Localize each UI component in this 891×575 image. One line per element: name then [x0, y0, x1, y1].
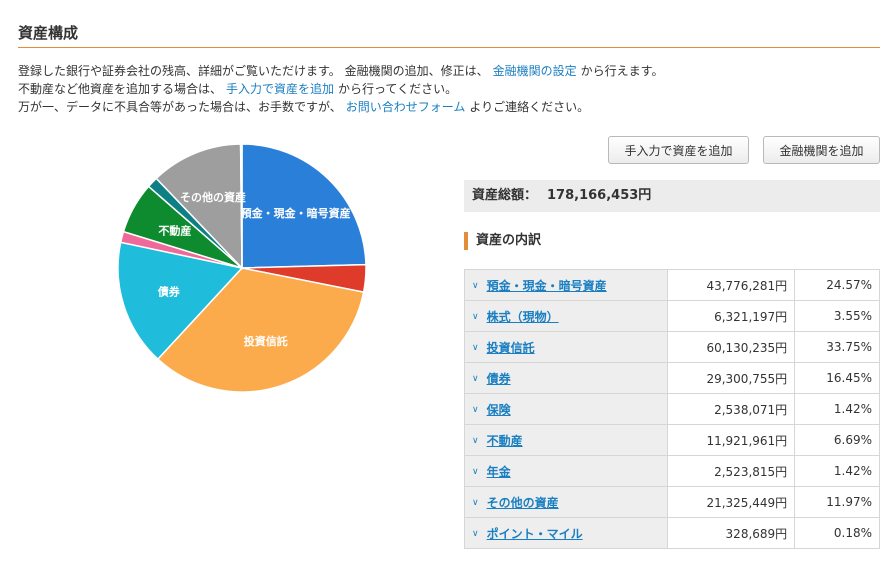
intro-line-3-suffix: よりご連絡ください。 — [469, 100, 590, 114]
breakdown-table: ∨ 預金・現金・暗号資産 43,776,281円 24.57% ∨ 株式（現物） 6,321… — [464, 269, 880, 549]
asset-pie-chart: 預金・現金・暗号資産 投資信託 債券 不動産 その他の資産 — [110, 136, 375, 401]
pie-slice-label: その他の資産 — [180, 190, 246, 204]
category-link[interactable]: 債券 — [486, 371, 511, 386]
amount-cell: 60,130,235円 — [666, 331, 796, 363]
category-link[interactable]: 年金 — [486, 464, 511, 479]
category-cell: ∨ 預金・現金・暗号資産 — [464, 269, 668, 301]
category-cell: ∨ 株式（現物） — [464, 300, 668, 332]
breakdown-title: 資産の内訳 — [464, 232, 541, 250]
manual-asset-link[interactable]: 手入力で資産を追加 — [226, 82, 335, 96]
category-cell: ∨ 不動産 — [464, 424, 668, 456]
pie-slice — [155, 143, 243, 270]
intro-line-1-suffix: から行えます。 — [580, 64, 664, 78]
table-row: ∨ 不動産 11,921,961円 6.69% — [464, 424, 880, 456]
percent-cell: 3.55% — [794, 300, 880, 332]
pie-slice-label: 債券 — [157, 284, 181, 298]
percent-cell: 1.42% — [794, 393, 880, 425]
pie-slice — [117, 241, 244, 361]
category-link[interactable]: その他の資産 — [486, 495, 559, 510]
category-link[interactable]: 不動産 — [486, 433, 523, 448]
percent-cell: 33.75% — [794, 331, 880, 363]
category-link[interactable]: 株式（現物） — [486, 309, 559, 324]
category-cell: ∨ その他の資産 — [464, 486, 668, 518]
table-row: ∨ 債券 29,300,755円 16.45% — [464, 362, 880, 394]
percent-cell: 11.97% — [794, 486, 880, 518]
intro-line-1-text: 登録した銀行や証券会社の残高、詳細がご覧いただけます。 金融機関の追加、修正は、 — [18, 64, 489, 78]
total-assets-box: 資産総額： 178,166,453円 — [464, 180, 880, 212]
chevron-down-icon[interactable]: ∨ — [472, 498, 479, 508]
intro-line-3: 万が一、データに不具合等があった場合は、お手数ですが、 お問い合わせフォーム よりご… — [18, 98, 663, 116]
institution-settings-link[interactable]: 金融機関の設定 — [492, 64, 577, 78]
contact-form-link[interactable]: お問い合わせフォーム — [345, 100, 466, 114]
percent-cell: 24.57% — [794, 269, 880, 301]
pie-slice-label: 投資信託 — [244, 334, 288, 348]
amount-cell: 6,321,197円 — [666, 300, 796, 332]
category-link[interactable]: 投資信託 — [486, 340, 535, 355]
intro-line-3-text: 万が一、データに不具合等があった場合は、お手数ですが、 — [18, 100, 342, 114]
intro-line-2: 不動産など他資産を追加する場合は、 手入力で資産を追加 から行ってください。 — [18, 80, 663, 98]
percent-cell: 0.18% — [794, 517, 880, 549]
table-row: ∨ その他の資産 21,325,449円 11.97% — [464, 486, 880, 518]
table-row: ∨ ポイント・マイル 328,689円 0.18% — [464, 517, 880, 549]
chevron-down-icon[interactable]: ∨ — [472, 467, 479, 477]
chevron-down-icon[interactable]: ∨ — [472, 343, 479, 353]
category-cell: ∨ 保険 — [464, 393, 668, 425]
intro-line-2-suffix: から行ってください。 — [338, 82, 458, 96]
total-assets-label: 資産総額： — [472, 188, 538, 203]
pie-slice — [239, 143, 243, 269]
amount-cell: 328,689円 — [666, 517, 796, 549]
percent-cell: 16.45% — [794, 362, 880, 394]
category-cell: ∨ 投資信託 — [464, 331, 668, 363]
category-link[interactable]: 預金・現金・暗号資産 — [486, 278, 607, 293]
chevron-down-icon[interactable]: ∨ — [472, 281, 479, 291]
table-row: ∨ 投資信託 60,130,235円 33.75% — [464, 331, 880, 363]
chevron-down-icon[interactable]: ∨ — [472, 436, 479, 446]
section-title: 資産構成 — [18, 24, 79, 42]
category-cell: ∨ 年金 — [464, 455, 668, 487]
category-link[interactable]: 保険 — [486, 402, 511, 417]
chevron-down-icon[interactable]: ∨ — [472, 529, 479, 539]
category-link[interactable]: ポイント・マイル — [486, 526, 583, 541]
chevron-down-icon[interactable]: ∨ — [472, 405, 479, 415]
pie-slice — [241, 143, 367, 269]
amount-cell: 2,538,071円 — [666, 393, 796, 425]
percent-cell: 6.69% — [794, 424, 880, 456]
percent-cell: 1.42% — [794, 455, 880, 487]
pie-slice — [156, 267, 365, 393]
intro-text: 登録した銀行や証券会社の残高、詳細がご覧いただけます。 金融機関の追加、修正は、… — [18, 62, 663, 116]
category-cell: ∨ ポイント・マイル — [464, 517, 668, 549]
pie-slice-label: 不動産 — [158, 224, 191, 238]
pie-slice-label: 預金・現金・暗号資産 — [241, 206, 351, 220]
intro-line-1: 登録した銀行や証券会社の残高、詳細がご覧いただけます。 金融機関の追加、修正は、… — [18, 62, 663, 80]
amount-cell: 29,300,755円 — [666, 362, 796, 394]
amount-cell: 2,523,815円 — [666, 455, 796, 487]
table-row: ∨ 株式（現物） 6,321,197円 3.55% — [464, 300, 880, 332]
table-row: ∨ 保険 2,538,071円 1.42% — [464, 393, 880, 425]
chevron-down-icon[interactable]: ∨ — [472, 374, 479, 384]
category-cell: ∨ 債券 — [464, 362, 668, 394]
total-assets-value: 178,166,453円 — [547, 188, 652, 203]
amount-cell: 43,776,281円 — [666, 269, 796, 301]
section-title-divider — [18, 47, 880, 48]
intro-line-2-text: 不動産など他資産を追加する場合は、 — [18, 82, 223, 96]
table-row: ∨ 預金・現金・暗号資産 43,776,281円 24.57% — [464, 269, 880, 301]
add-institution-button[interactable]: 金融機関を追加 — [763, 136, 880, 164]
amount-cell: 21,325,449円 — [666, 486, 796, 518]
table-row: ∨ 年金 2,523,815円 1.42% — [464, 455, 880, 487]
amount-cell: 11,921,961円 — [666, 424, 796, 456]
add-manual-asset-button[interactable]: 手入力で資産を追加 — [608, 136, 749, 164]
chevron-down-icon[interactable]: ∨ — [472, 312, 479, 322]
